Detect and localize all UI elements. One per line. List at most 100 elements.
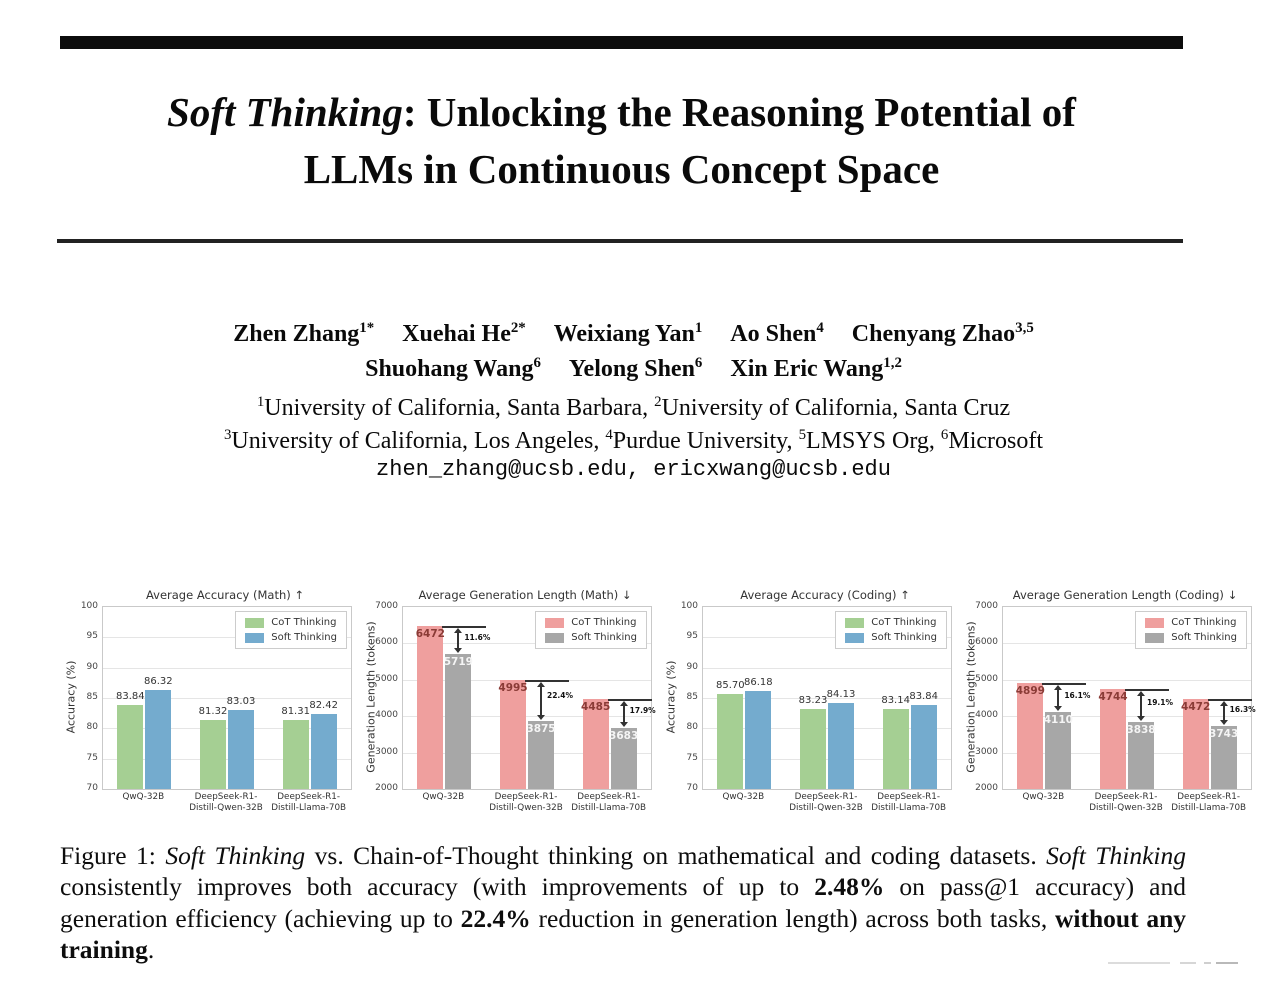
bar-cot	[717, 693, 744, 789]
paper-title-rest: : Unlocking the Reasoning Potential of	[402, 89, 1076, 135]
bar-soft	[1128, 722, 1154, 789]
bar-value-label: 83.23	[798, 694, 828, 706]
bar-value-label: 86.32	[144, 675, 173, 687]
reduction-arrow	[457, 630, 460, 650]
y-tick-label: 7000	[375, 601, 398, 611]
legend-swatch	[245, 632, 265, 643]
x-tick-line: Distill-Qwen-32B	[789, 803, 863, 814]
affiliation: 1University of California, Santa Barbara…	[256, 394, 655, 421]
bar-value-label: 81.32	[198, 706, 228, 718]
plot-area: 83.84 86.32 81.32 83.03 81.31 82.42 CoT Thinki…	[102, 606, 352, 790]
x-tick-line: DeepSeek-R1-	[277, 792, 341, 802]
x-tick-line: Distill-Llama-70B	[571, 803, 647, 814]
y-tick-label: 4000	[975, 710, 998, 721]
caption-segment: 2.48%	[814, 872, 885, 902]
reduction-percent: 19.1%	[1147, 697, 1174, 707]
reduction-arrow-head-up	[537, 681, 545, 687]
paper-title-line2: LLMs in Continuous Concept Space	[303, 146, 940, 193]
y-tick-label: 4000	[375, 710, 398, 721]
bar-cot	[1182, 699, 1209, 789]
bar-cot	[882, 709, 909, 789]
x-tick-label: QwQ-32B	[678, 792, 808, 803]
caption-segment: on pass@1 accuracy) and generation effic…	[60, 872, 1187, 933]
bar-value-label: 83.84	[909, 691, 938, 703]
bar-value-label: 4485	[581, 700, 611, 713]
gridline	[1003, 752, 1251, 754]
caption-segment: 22.4%	[460, 903, 531, 933]
watermark-dash	[1204, 962, 1211, 964]
gridline	[1003, 643, 1251, 645]
author: Yelong Shen6	[568, 355, 703, 382]
bar-soft	[1045, 712, 1072, 789]
y-tick-label: 100	[680, 601, 698, 611]
author: Shuohang Wang6	[365, 355, 541, 382]
legend-label: Soft Thinking	[271, 632, 337, 643]
y-tick-label: 70	[686, 783, 698, 793]
legend-row: CoT Thinking	[1145, 617, 1237, 628]
bar-cot	[800, 708, 826, 789]
reduction-cap	[525, 679, 569, 682]
reduction-arrow-head-up	[1054, 685, 1063, 691]
bar-cot	[1017, 683, 1044, 789]
x-tick-label: QwQ-32B	[978, 792, 1108, 803]
legend-swatch	[1145, 617, 1165, 628]
affiliations-line2: 3University of California, Los Angeles, …	[0, 425, 1267, 458]
reduction-cap	[442, 626, 487, 629]
reduction-cap	[607, 698, 652, 701]
y-tick-label: 90	[686, 661, 698, 672]
x-tick-line: QwQ-32B	[1022, 792, 1065, 802]
reduction-cap	[1207, 699, 1252, 702]
top-rule	[60, 36, 1183, 49]
author: Ao Shen4	[730, 320, 824, 347]
reduction-arrow-head-down	[1137, 716, 1145, 722]
figure-caption: Figure 1: Soft Thinking vs. Chain-of-Tho…	[60, 840, 1186, 965]
gridline	[1003, 716, 1251, 718]
title-rule	[57, 239, 1183, 243]
paper-title: Soft Thinking: Unlocking the Reasoning P…	[60, 84, 1183, 199]
chart-title: Average Generation Length (Math) ↓	[418, 588, 632, 602]
author: Zhen Zhang1*	[233, 320, 375, 347]
x-tick-label: DeepSeek-R1- Distill-Qwen-32B	[761, 792, 891, 815]
caption-segment: Soft Thinking	[165, 841, 306, 870]
caption-segment: Figure 1:	[60, 841, 166, 870]
x-tick-label: DeepSeek-R1- Distill-Qwen-32B	[161, 792, 291, 815]
chart-accuracy-coding: Average Accuracy (Coding) ↑ Accuracy (%) 8…	[660, 588, 956, 823]
bar-value-label: 83.14	[881, 695, 910, 707]
legend-swatch	[545, 617, 565, 628]
author: Weixiang Yan1	[553, 320, 703, 347]
affiliation: 4Purdue University,	[605, 426, 799, 454]
gridline	[103, 698, 351, 699]
legend-label: CoT Thinking	[571, 617, 637, 628]
bar-soft	[1210, 725, 1237, 789]
author: Xuehai He2*	[402, 320, 526, 347]
bar-value-label: 3743	[1209, 727, 1239, 740]
bar-cot	[200, 720, 226, 789]
x-tick-label: DeepSeek-R1- Distill-Llama-70B	[544, 792, 674, 815]
author: Chenyang Zhao3,5	[851, 320, 1034, 347]
y-tick-label: 3000	[975, 746, 998, 757]
bar-value-label: 81.31	[281, 706, 310, 718]
bar-soft	[828, 703, 854, 789]
x-tick-line: DeepSeek-R1-	[194, 792, 258, 802]
x-tick-line: DeepSeek-R1-	[1094, 792, 1158, 802]
legend-label: CoT Thinking	[871, 617, 937, 628]
y-tick-label: 100	[80, 601, 98, 611]
chart-title: Average Generation Length (Coding) ↓	[1012, 588, 1238, 602]
y-tick-label: 80	[86, 722, 98, 733]
caption-segment: vs. Chain-of-Thought thinking on mathema…	[305, 841, 1047, 870]
x-tick-line: DeepSeek-R1-	[577, 792, 641, 802]
legend-label: Soft Thinking	[571, 632, 637, 643]
bar-soft	[610, 727, 637, 789]
reduction-cap	[1042, 683, 1087, 686]
legend-row: Soft Thinking	[845, 632, 937, 643]
legend-label: Soft Thinking	[1171, 632, 1237, 643]
legend-label: CoT Thinking	[271, 617, 337, 628]
affiliation: 5LMSYS Org,	[798, 426, 941, 454]
y-tick-label: 95	[686, 631, 698, 642]
plot-area: 85.70 86.18 83.23 84.13 83.14 83.84 CoT Thinki…	[702, 606, 952, 790]
watermark-dash	[1216, 962, 1238, 964]
legend-swatch	[545, 632, 565, 643]
y-tick-label: 5000	[375, 673, 398, 684]
bar-value-label: 3875	[526, 722, 556, 735]
